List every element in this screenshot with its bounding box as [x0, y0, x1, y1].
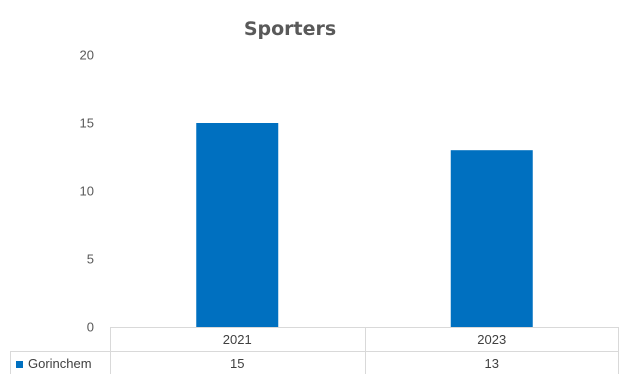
legend-swatch — [16, 361, 23, 368]
y-axis: 0 5 10 15 20 — [80, 48, 94, 335]
y-tick-label: 5 — [87, 252, 94, 267]
y-tick-label: 0 — [87, 320, 94, 335]
bar — [450, 150, 533, 327]
y-tick-label: 10 — [80, 184, 94, 199]
bars — [196, 123, 533, 327]
legend-label: Gorinchem — [28, 356, 92, 371]
category-label: 2021 — [223, 332, 252, 347]
table-cell-value: 13 — [485, 356, 499, 371]
table-cell-value: 15 — [230, 356, 244, 371]
category-label: 2023 — [477, 332, 506, 347]
bar — [196, 123, 279, 327]
y-tick-label: 15 — [80, 116, 94, 131]
chart-title: Sporters — [244, 18, 336, 40]
data-table: 2021 2023 Gorinchem 15 13 — [10, 327, 619, 374]
y-tick-label: 20 — [80, 48, 94, 63]
